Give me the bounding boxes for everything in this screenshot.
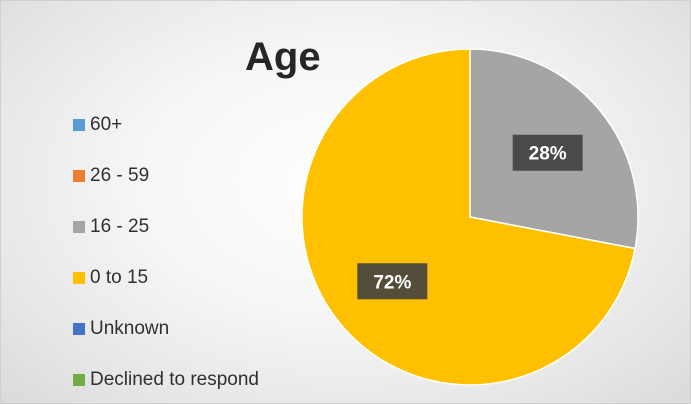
legend-swatch xyxy=(73,373,85,386)
legend-label: 60+ xyxy=(90,113,123,135)
legend-item-26-59: 26 - 59 xyxy=(73,150,259,201)
legend-label: 16 - 25 xyxy=(90,215,150,237)
chart-title: Age xyxy=(245,35,321,79)
data-label-background xyxy=(512,134,583,171)
legend-item-unknown: Unknown xyxy=(73,303,259,354)
pie-data-labels: 28% 72% xyxy=(357,134,583,300)
legend-swatch xyxy=(73,169,85,182)
legend-item-declined: Declined to respond xyxy=(73,354,259,405)
legend-item-16-25: 16 - 25 xyxy=(73,201,259,252)
legend-label: Declined to respond xyxy=(90,368,259,390)
data-label-3: 28% xyxy=(512,134,583,171)
legend-swatch xyxy=(73,118,85,131)
legend-item-60-plus: 60+ xyxy=(73,99,259,150)
data-label-4: 72% xyxy=(357,263,428,300)
legend-swatch xyxy=(73,271,85,284)
pie-slice-4 xyxy=(301,48,636,386)
legend-swatch xyxy=(73,322,85,335)
legend-item-0-15: 0 to 15 xyxy=(73,252,259,303)
legend-label: 26 - 59 xyxy=(90,164,150,186)
data-label-text: 28% xyxy=(529,144,567,165)
data-label-text: 72% xyxy=(373,272,411,293)
data-label-background xyxy=(357,263,428,300)
legend-label: Unknown xyxy=(90,317,170,339)
legend-swatch xyxy=(73,220,85,233)
pie-slices xyxy=(301,48,639,386)
legend-label: 0 to 15 xyxy=(90,266,149,288)
legend: 60+ 26 - 59 16 - 25 0 to 15 Unknown Decl… xyxy=(73,99,259,405)
